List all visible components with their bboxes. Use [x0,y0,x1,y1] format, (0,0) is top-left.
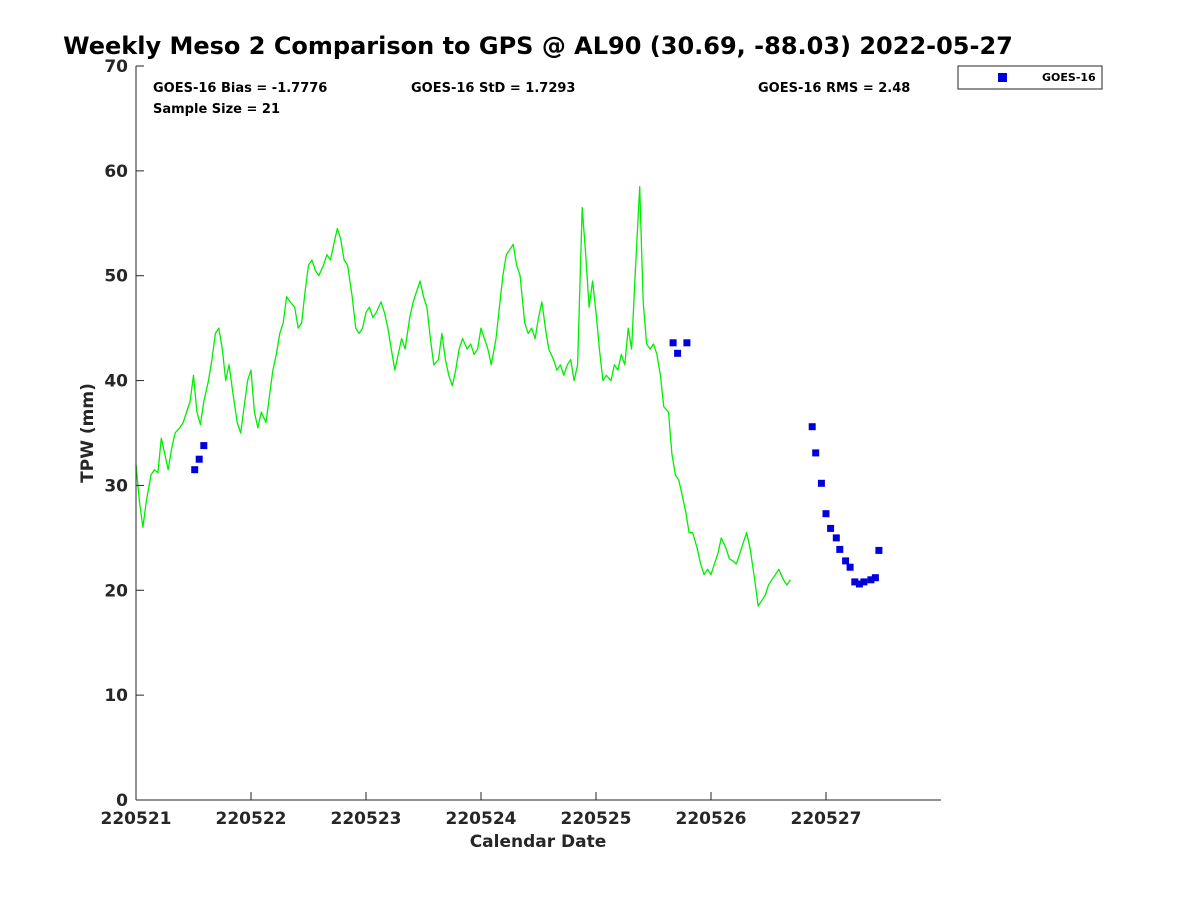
plot-area [135,66,941,800]
y-tick-label: 60 [104,162,128,182]
x-axis-label: Calendar Date [470,832,607,852]
x-tick-label: 220521 [101,809,172,829]
data-point-goes-16 [875,546,883,554]
data-point-goes-16 [191,466,199,474]
x-tick-label: 220527 [791,809,862,829]
data-point-goes-16 [817,479,825,487]
data-point-goes-16 [200,442,208,450]
data-point-goes-16 [851,578,859,586]
y-tick-label: 50 [104,267,128,287]
y-tick-label: 30 [104,476,128,496]
y-tick-label: 0 [116,791,128,811]
x-tick-label: 220526 [676,809,747,829]
stat-rms: GOES-16 RMS = 2.48 [758,81,910,96]
data-point-goes-16 [867,576,875,584]
x-tick-label: 220524 [446,809,517,829]
data-point-goes-16 [871,574,879,582]
series-line-gps [135,185,791,607]
legend-label-goes-16: GOES-16 [1042,71,1096,84]
y-tick-label: 10 [104,686,128,706]
chart-title: Weekly Meso 2 Comparison to GPS @ AL90 (… [63,32,1013,60]
stat-std: GOES-16 StD = 1.7293 [411,81,575,96]
data-point-goes-16 [832,534,840,542]
plot-background [136,66,941,800]
data-point-goes-16 [836,545,844,553]
data-point-goes-16 [683,339,691,347]
y-axis-label: TPW (mm) [78,383,98,483]
stat-sample-size: Sample Size = 21 [153,102,280,117]
legend: GOES-16 [957,65,1103,90]
data-point-goes-16 [669,339,677,347]
data-point-goes-16 [846,563,854,571]
y-tick-label: 20 [104,581,128,601]
legend-box [957,65,1103,90]
data-point-goes-16 [195,455,203,463]
data-point-goes-16 [822,510,830,518]
x-tick-label: 220525 [561,809,632,829]
y-tick-label: 40 [104,372,128,392]
data-point-goes-16 [827,524,835,532]
y-tick-label: 70 [104,57,128,77]
stat-bias: GOES-16 Bias = -1.7776 [153,81,327,96]
x-tick-label: 220523 [331,809,402,829]
data-point-goes-16 [674,349,682,357]
series-layer [135,185,883,607]
x-ticks: 220521 220522 220523 220524 220525 220526 2205… [101,792,862,829]
y-ticks: 0 10 20 30 40 50 60 70 [104,57,144,811]
data-point-goes-16 [860,578,868,586]
data-point-goes-16 [842,557,850,565]
data-point-goes-16 [855,580,863,588]
data-point-goes-16 [812,449,820,457]
data-point-goes-16 [808,423,816,431]
legend-marker-goes-16 [998,73,1007,82]
x-tick-label: 220522 [216,809,287,829]
